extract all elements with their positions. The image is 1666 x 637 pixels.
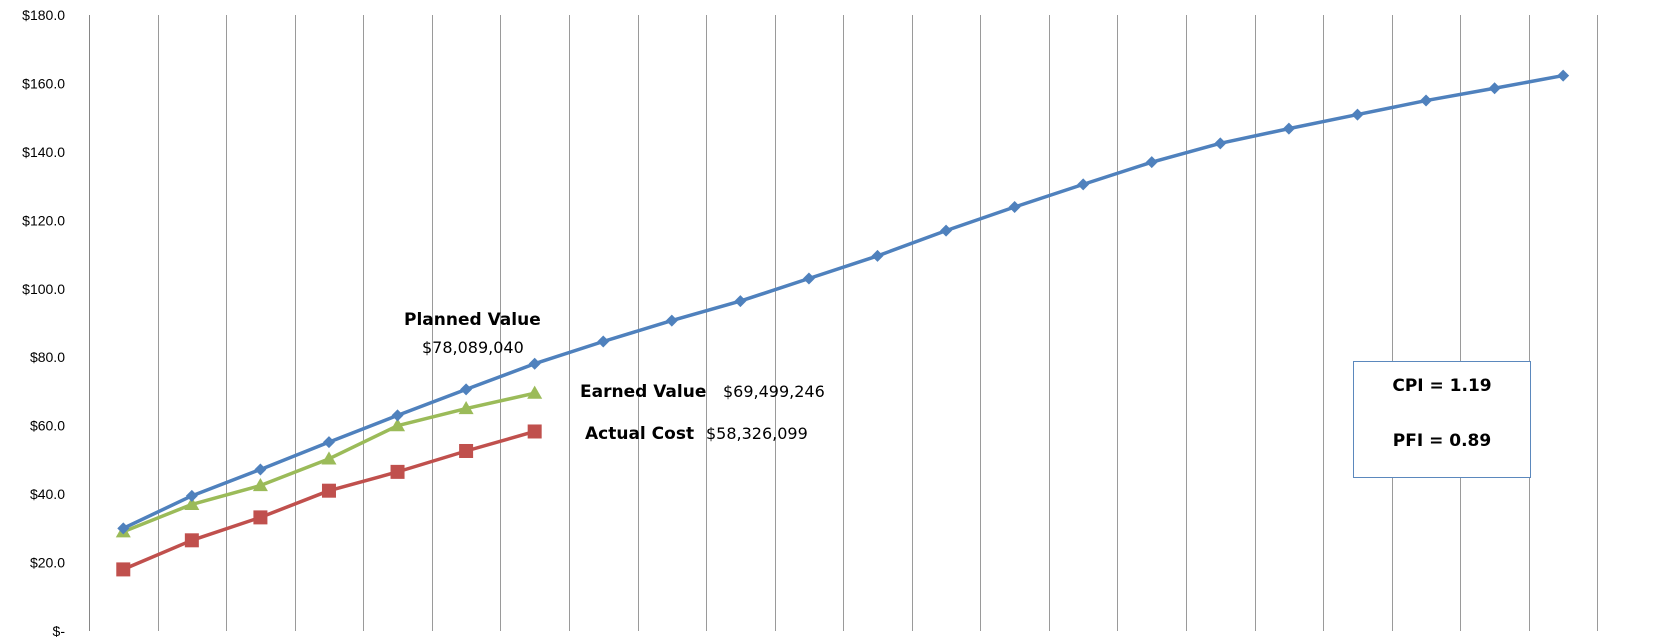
data-point-planned xyxy=(117,522,130,535)
y-tick-label: $40.0 xyxy=(30,486,65,502)
pfi-value: PFI = 0.89 xyxy=(1392,431,1492,451)
data-point-planned xyxy=(460,383,473,396)
data-point-earned xyxy=(321,451,337,465)
data-point-planned xyxy=(185,489,198,502)
actual-cost-amount: $58,326,099 xyxy=(706,424,808,443)
actual-cost-label: Actual Cost xyxy=(585,424,694,444)
earned-value-label: Earned Value xyxy=(580,382,706,402)
data-point-planned xyxy=(1145,156,1158,169)
data-point-actual xyxy=(390,464,405,479)
vertical-gridlines xyxy=(89,15,1598,631)
y-tick-label: $20.0 xyxy=(30,555,65,571)
earned-value-amount: $69,499,246 xyxy=(723,382,825,401)
data-point-planned xyxy=(1420,94,1433,107)
y-tick-label: $100.0 xyxy=(22,281,65,297)
data-point-actual xyxy=(321,483,336,498)
y-tick-label: $80.0 xyxy=(30,349,65,365)
y-tick-label: $180.0 xyxy=(22,7,65,23)
data-point-planned xyxy=(734,295,747,308)
data-point-earned xyxy=(458,401,474,415)
data-point-actual xyxy=(527,424,542,439)
y-axis-tick-labels: $180.0 $160.0 $140.0 $120.0 $100.0 $80.0 $60.0… xyxy=(22,7,65,637)
data-point-planned xyxy=(254,463,267,476)
series-planned xyxy=(117,69,1570,535)
data-point-planned xyxy=(940,224,953,237)
data-point-earned xyxy=(252,478,268,492)
series-line-planned xyxy=(122,73,1564,530)
data-point-planned xyxy=(322,436,335,449)
kpi-box: CPI = 1.19 PFI = 0.89 xyxy=(1353,361,1531,478)
data-point-actual xyxy=(116,562,131,577)
series-earned xyxy=(115,385,543,538)
cpi-value: CPI = 1.19 xyxy=(1392,376,1492,396)
data-point-planned xyxy=(1008,200,1021,213)
data-point-planned xyxy=(1557,69,1570,82)
planned-value-amount: $78,089,040 xyxy=(422,338,524,357)
planned-value-label: Planned Value xyxy=(404,310,541,330)
data-point-actual xyxy=(459,443,474,458)
data-point-earned xyxy=(184,496,200,511)
y-tick-label: $160.0 xyxy=(22,75,65,91)
data-point-planned xyxy=(802,272,815,285)
y-tick-label: $140.0 xyxy=(22,144,65,160)
data-point-planned xyxy=(1214,137,1227,150)
data-point-planned xyxy=(391,409,404,422)
data-point-actual xyxy=(184,533,199,548)
data-point-planned xyxy=(528,357,541,370)
data-point-earned xyxy=(390,418,406,432)
data-point-planned xyxy=(665,314,678,327)
data-point-planned xyxy=(1351,108,1364,121)
data-point-planned xyxy=(1077,178,1090,191)
y-tick-label: $120.0 xyxy=(22,212,65,228)
series-layer xyxy=(115,69,1570,577)
data-point-planned xyxy=(597,335,610,348)
y-tick-label: $60.0 xyxy=(30,418,65,434)
data-point-actual xyxy=(253,510,268,525)
series-actual xyxy=(116,424,542,577)
y-tick-label: $- xyxy=(53,623,66,637)
data-point-planned xyxy=(871,249,884,262)
data-point-planned xyxy=(1488,82,1501,95)
data-point-planned xyxy=(1282,122,1295,135)
data-point-earned xyxy=(527,385,543,399)
